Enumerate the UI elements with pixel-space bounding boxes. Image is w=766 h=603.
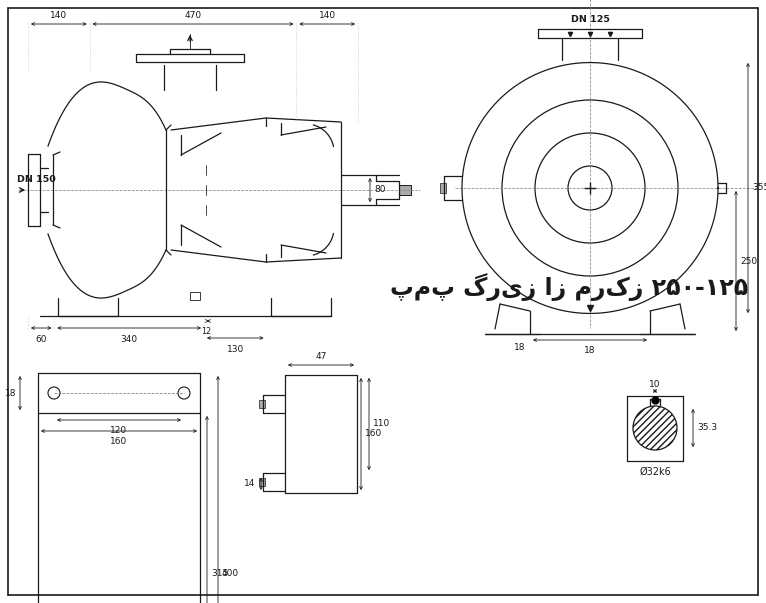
Text: 18: 18	[513, 343, 525, 352]
Text: 110: 110	[373, 420, 390, 429]
Text: 400: 400	[222, 569, 239, 578]
Text: 35.3: 35.3	[697, 423, 717, 432]
Text: 340: 340	[120, 335, 138, 344]
Text: 60: 60	[35, 335, 47, 344]
Text: 47: 47	[316, 352, 326, 361]
Text: 12: 12	[201, 327, 211, 336]
Text: 160: 160	[365, 429, 382, 438]
Text: 130: 130	[227, 345, 244, 354]
Bar	[259, 400, 265, 408]
Text: 315: 315	[211, 569, 228, 578]
Text: 10: 10	[650, 380, 661, 389]
Text: 160: 160	[110, 437, 128, 446]
Text: Ø32k6: Ø32k6	[639, 467, 671, 476]
Text: 80: 80	[374, 186, 385, 195]
Text: 18: 18	[5, 388, 16, 397]
Text: 470: 470	[185, 11, 201, 20]
Text: 120: 120	[110, 426, 128, 435]
Text: 18: 18	[584, 346, 596, 355]
Text: DN 150: DN 150	[17, 175, 56, 184]
Text: DN 125: DN 125	[571, 15, 610, 24]
Bar	[190, 292, 200, 300]
Text: پمپ گریز از مرکز ۲۵۰-۱۲۵: پمپ گریز از مرکز ۲۵۰-۱۲۵	[390, 273, 748, 301]
Text: 14: 14	[244, 479, 255, 487]
Text: 355: 355	[752, 183, 766, 192]
Bar	[440, 183, 446, 193]
Bar	[399, 185, 411, 195]
Text: 140: 140	[319, 11, 336, 20]
Text: 140: 140	[51, 11, 67, 20]
Text: 250: 250	[740, 256, 757, 265]
Circle shape	[633, 406, 677, 450]
Bar	[259, 478, 265, 486]
